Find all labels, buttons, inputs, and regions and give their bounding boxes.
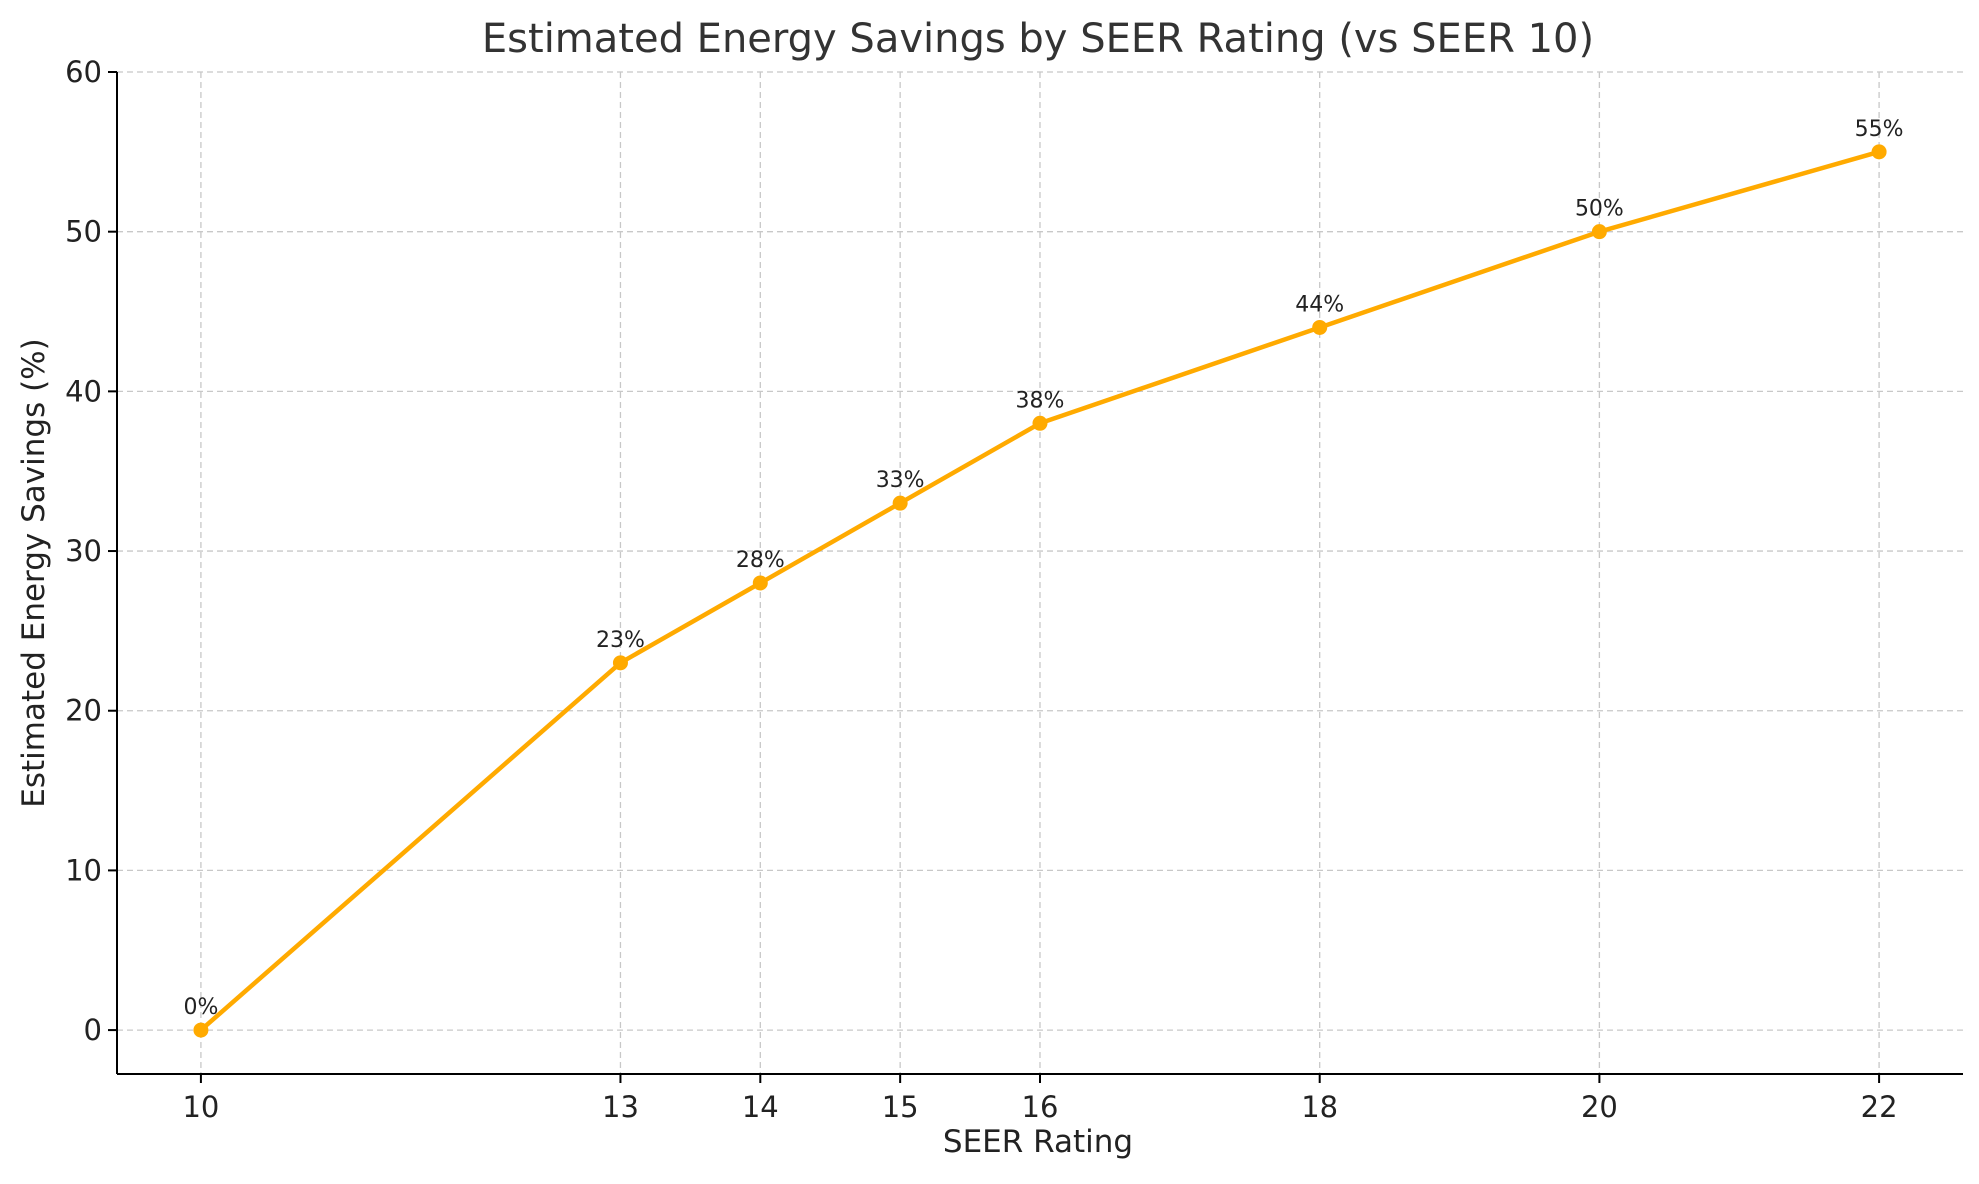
x-tick-label: 14 xyxy=(742,1090,779,1124)
data-label: 44% xyxy=(1295,292,1344,317)
y-tick-label: 20 xyxy=(65,694,102,728)
data-point xyxy=(1032,415,1048,431)
data-point xyxy=(193,1022,209,1038)
y-tick-label: 50 xyxy=(65,215,102,249)
data-point xyxy=(612,655,628,671)
chart-title: Estimated Energy Savings by SEER Rating … xyxy=(482,16,1594,62)
x-tick-label: 22 xyxy=(1861,1090,1898,1124)
data-label: 23% xyxy=(596,628,645,653)
x-axis-label: SEER Rating xyxy=(943,1124,1133,1160)
data-label: 33% xyxy=(876,468,925,493)
series-line xyxy=(198,149,1882,1033)
x-tick-label: 16 xyxy=(1022,1090,1059,1124)
grid xyxy=(117,71,1963,1074)
series xyxy=(193,144,1887,1038)
data-label: 28% xyxy=(736,548,785,573)
data-label: 50% xyxy=(1575,197,1624,222)
x-tick-label: 15 xyxy=(882,1090,919,1124)
ticks: 0 10 20 30 40 50 60 10 13 14 15 16 18 20 22 xyxy=(65,55,1897,1124)
y-tick-label: 30 xyxy=(65,534,102,568)
y-tick-label: 10 xyxy=(65,853,102,887)
data-point xyxy=(1871,144,1887,160)
data-point xyxy=(752,575,768,591)
y-tick-label: 40 xyxy=(65,374,102,408)
x-tick-label: 18 xyxy=(1301,1090,1338,1124)
data-label: 0% xyxy=(183,995,218,1020)
data-label: 55% xyxy=(1855,117,1904,142)
data-point xyxy=(892,495,908,511)
data-labels: 0% 23% 28% 33% 38% 44% 50% 55% xyxy=(183,117,1903,1020)
y-tick-label: 60 xyxy=(65,55,102,89)
x-tick-label: 13 xyxy=(602,1090,639,1124)
data-point xyxy=(1312,319,1328,335)
y-axis-label: Estimated Energy Savings (%) xyxy=(16,338,52,807)
y-tick-label: 0 xyxy=(84,1013,102,1047)
data-point xyxy=(1591,224,1607,240)
x-tick-label: 20 xyxy=(1581,1090,1618,1124)
data-label: 38% xyxy=(1016,388,1065,413)
x-tick-label: 10 xyxy=(182,1090,219,1124)
